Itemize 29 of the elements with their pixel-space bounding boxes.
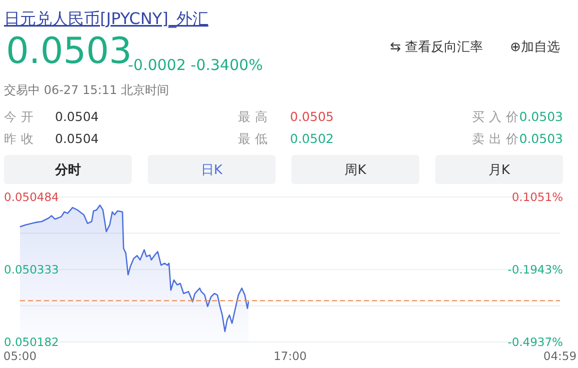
annotation: 分时	[54, 163, 81, 178]
annotation: 0.0503	[519, 109, 563, 124]
annotation: 买 入 价	[472, 109, 519, 124]
xtick: 04:59	[543, 349, 577, 363]
annotation: ⊕加自选	[510, 40, 560, 55]
annotation: 0.0503	[519, 131, 563, 146]
annotation: 周K	[344, 163, 366, 178]
annotation: 0.0502	[290, 131, 334, 146]
ytick: 0.050484	[4, 190, 59, 204]
annotation: 昨 收	[4, 131, 34, 146]
annotation: 卖 出 价	[472, 131, 519, 146]
y2tick: -0.4937%	[508, 335, 563, 349]
xtick: 05:00	[3, 349, 37, 363]
annotation: 今 开	[4, 109, 34, 124]
annotation: 交易中 06-27 15:11 北京时间	[4, 83, 169, 97]
annotation: 0.0504	[55, 109, 99, 124]
y2tick: 0.1051%	[512, 190, 563, 204]
annotation: 0.0505	[290, 109, 334, 124]
xtick: 17:00	[274, 349, 307, 363]
annotation: 日K	[200, 163, 222, 178]
annotation: 最 低	[238, 131, 268, 146]
y2tick: -0.1943%	[508, 262, 563, 276]
title: 日元兑人民币[JPYCNY]_外汇	[4, 9, 208, 28]
annotation: 最 高	[238, 109, 268, 124]
annotation: 0.0504	[55, 131, 99, 146]
annotation: 月K	[488, 163, 510, 178]
annotation: ⇆ 查看反向汇率	[390, 40, 484, 55]
ytick: 0.050182	[4, 335, 59, 349]
ytick: 0.050333	[4, 262, 59, 276]
